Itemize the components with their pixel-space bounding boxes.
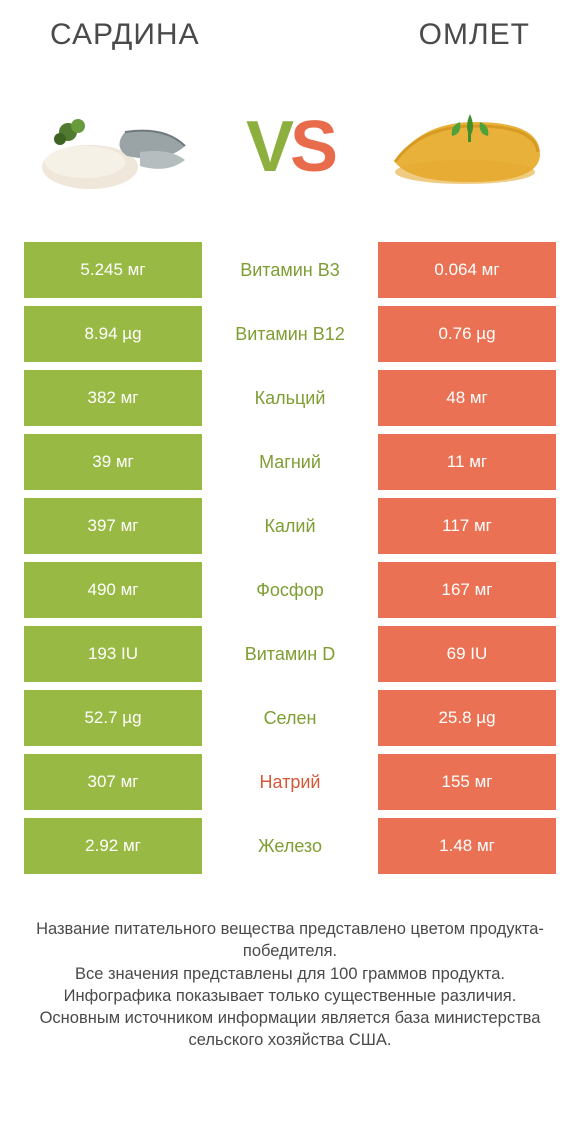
left-value: 2.92 мг [24,818,202,874]
right-value: 11 мг [378,434,556,490]
left-food-title: Сардина [50,18,200,52]
left-value: 397 мг [24,498,202,554]
table-row: 307 мгНатрий155 мг [24,754,556,810]
vs-label: VS [246,111,334,183]
table-row: 490 мгФосфор167 мг [24,562,556,618]
comparison-table: 5.245 мгВитамин B30.064 мг8.94 µgВитамин… [0,232,580,882]
nutrient-label: Витамин D [202,626,378,682]
table-row: 2.92 мгЖелезо1.48 мг [24,818,556,874]
vs-v: V [246,107,290,187]
right-value: 0.76 µg [378,306,556,362]
right-value: 167 мг [378,562,556,618]
nutrient-label: Магний [202,434,378,490]
left-value: 39 мг [24,434,202,490]
left-value: 5.245 мг [24,242,202,298]
footer-line: Все значения представлены для 100 граммо… [28,963,552,985]
vs-row: VS [0,52,580,232]
right-value: 155 мг [378,754,556,810]
nutrient-label: Кальций [202,370,378,426]
table-row: 52.7 µgСелен25.8 µg [24,690,556,746]
right-value: 25.8 µg [378,690,556,746]
left-value: 8.94 µg [24,306,202,362]
nutrient-label: Натрий [202,754,378,810]
right-value: 48 мг [378,370,556,426]
right-value: 1.48 мг [378,818,556,874]
nutrient-label: Железо [202,818,378,874]
table-row: 193 IUВитамин D69 IU [24,626,556,682]
nutrient-label: Селен [202,690,378,746]
right-value: 117 мг [378,498,556,554]
nutrient-label: Витамин B12 [202,306,378,362]
vs-s: S [290,107,334,187]
footer-line: Инфографика показывает только существенн… [28,985,552,1007]
omelet-image [380,92,550,202]
left-value: 307 мг [24,754,202,810]
left-value: 52.7 µg [24,690,202,746]
right-value: 0.064 мг [378,242,556,298]
nutrient-label: Витамин B3 [202,242,378,298]
footer-notes: Название питательного вещества представл… [0,882,580,1052]
left-value: 490 мг [24,562,202,618]
table-row: 8.94 µgВитамин B120.76 µg [24,306,556,362]
table-row: 39 мгМагний11 мг [24,434,556,490]
left-value: 193 IU [24,626,202,682]
right-value: 69 IU [378,626,556,682]
nutrient-label: Калий [202,498,378,554]
footer-line: Название питательного вещества представл… [28,918,552,963]
nutrient-label: Фосфор [202,562,378,618]
left-value: 382 мг [24,370,202,426]
right-food-title: Омлет [419,18,530,52]
sardine-image [30,92,200,202]
table-row: 5.245 мгВитамин B30.064 мг [24,242,556,298]
footer-line: Основным источником информации является … [28,1007,552,1052]
header-titles: Сардина Омлет [0,0,580,52]
table-row: 382 мгКальций48 мг [24,370,556,426]
table-row: 397 мгКалий117 мг [24,498,556,554]
